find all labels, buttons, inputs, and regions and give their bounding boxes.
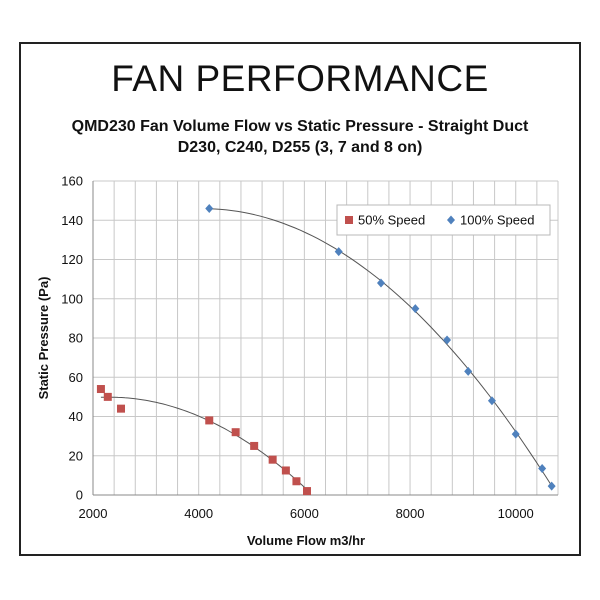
y-tick-label: 140 xyxy=(61,213,83,228)
y-tick-label: 40 xyxy=(69,409,83,424)
x-axis-label: Volume Flow m3/hr xyxy=(247,533,365,548)
x-tick-label: 8000 xyxy=(396,506,425,521)
data-point-100-speed xyxy=(411,304,420,314)
chart-subtitle: D230, C240, D255 (3, 7 and 8 on) xyxy=(177,139,423,156)
y-tick-label: 120 xyxy=(61,252,83,267)
data-point-100-speed xyxy=(205,203,214,213)
data-point-100-speed xyxy=(443,335,452,345)
axes xyxy=(92,181,558,496)
data-point-50-speed xyxy=(103,392,112,401)
y-tick-label: 100 xyxy=(61,291,83,306)
data-point-50-speed xyxy=(292,477,301,486)
data-point-100-speed xyxy=(547,481,556,491)
trendline xyxy=(209,208,553,487)
x-tick-label: 4000 xyxy=(184,506,213,521)
y-tick-label: 60 xyxy=(69,370,83,385)
trendlines xyxy=(100,208,553,491)
legend-box xyxy=(336,204,551,236)
data-point-50-speed xyxy=(268,455,277,464)
data-point-50-speed xyxy=(205,416,214,425)
chart-title: QMD230 Fan Volume Flow vs Static Pressur… xyxy=(71,118,529,135)
legend-label: 50% Speed xyxy=(358,213,425,228)
x-tick-label: 10000 xyxy=(498,506,534,521)
trendline xyxy=(100,396,308,491)
y-tick-label: 0 xyxy=(76,488,83,503)
x-tick-label: 2000 xyxy=(79,506,108,521)
data-point-100-speed xyxy=(511,429,520,439)
y-tick-label: 20 xyxy=(69,448,83,463)
x-tick-label: 6000 xyxy=(290,506,319,521)
data-points xyxy=(96,203,556,496)
data-point-100-speed xyxy=(538,464,547,474)
legend-marker-diamond xyxy=(447,215,455,225)
y-tick-label: 80 xyxy=(69,331,83,346)
data-point-100-speed xyxy=(464,366,473,376)
data-point-50-speed xyxy=(250,441,259,450)
tick-labels: 2000 4000 6000 8000 10000 0 20 40 60 80 100 120 140 1… xyxy=(61,174,534,522)
data-point-50-speed xyxy=(303,487,312,496)
y-tick-label: 160 xyxy=(61,174,83,189)
y-axis-label: Static Pressure (Pa) xyxy=(36,277,51,400)
chart-heading: FAN PERFORMANCE xyxy=(111,58,489,99)
data-point-50-speed xyxy=(96,385,105,394)
legend-label: 100% Speed xyxy=(460,213,534,228)
data-point-100-speed xyxy=(334,247,343,257)
data-point-100-speed xyxy=(487,396,496,406)
data-point-50-speed xyxy=(231,428,240,437)
legend-marker-square xyxy=(345,216,353,224)
data-point-50-speed xyxy=(281,466,290,475)
legend: 50% Speed 100% Speed xyxy=(336,204,551,236)
data-point-100-speed xyxy=(376,278,385,288)
data-point-50-speed xyxy=(117,404,126,413)
